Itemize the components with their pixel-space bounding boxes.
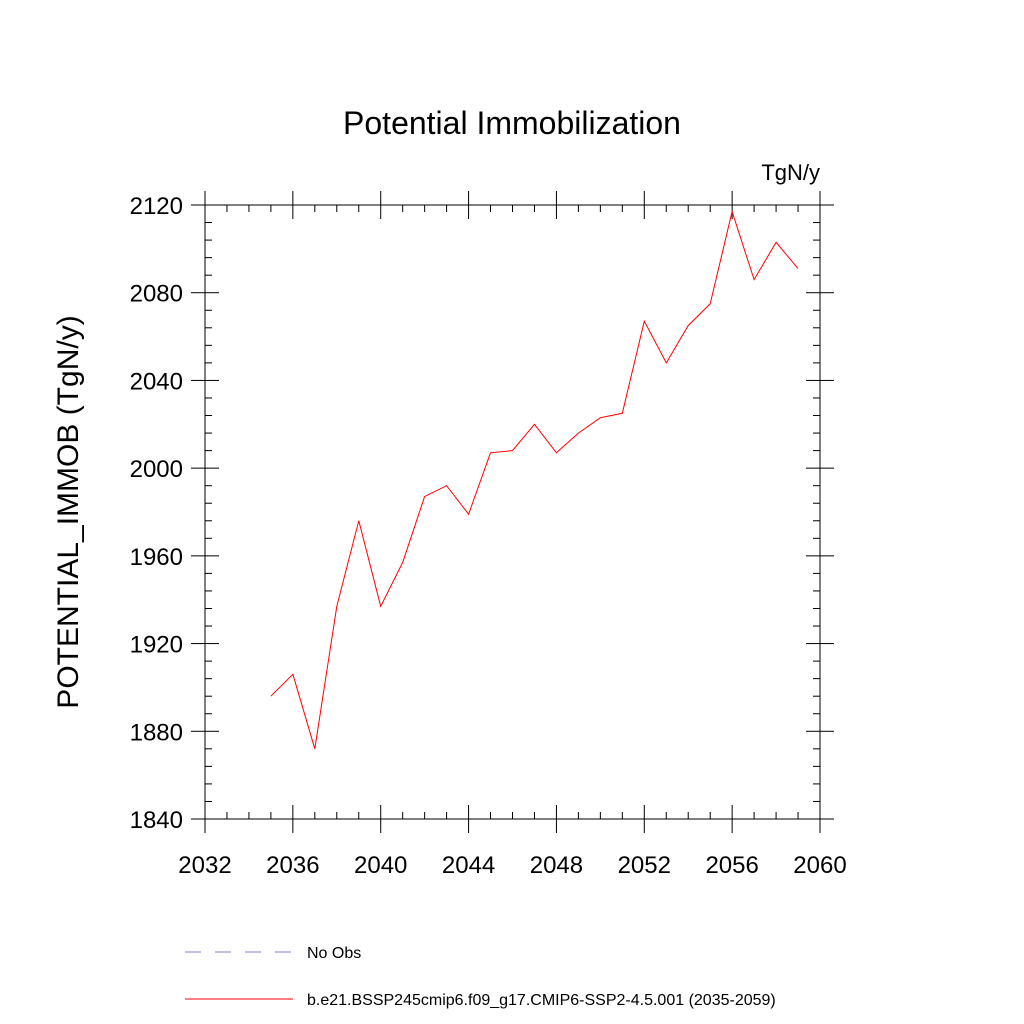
series-line xyxy=(270,209,799,749)
legend-label: No Obs xyxy=(307,945,361,962)
x-tick-label: 2044 xyxy=(442,852,495,879)
data-point xyxy=(269,695,272,698)
data-point xyxy=(643,320,646,323)
x-tick-label: 2056 xyxy=(705,852,758,879)
data-point xyxy=(577,432,580,435)
legend: No Obs b.e21.BSSP245cmip6.f09_g17.CMIP6-S… xyxy=(185,945,776,1009)
y-tick-label: 1920 xyxy=(130,632,183,659)
x-tick-label: 2036 xyxy=(266,852,319,879)
data-point xyxy=(357,519,360,522)
x-tick-label: 2052 xyxy=(618,852,671,879)
y-tick-label: 2080 xyxy=(130,281,183,308)
data-point xyxy=(709,302,712,305)
data-point xyxy=(599,416,602,419)
y-tick-label: 2120 xyxy=(130,193,183,220)
y-axis-label: POTENTIAL_IMMOB (TgN/y) xyxy=(52,315,85,708)
series-layer xyxy=(269,209,800,750)
units-label: TgN/y xyxy=(761,160,820,185)
chart-title: Potential Immobilization xyxy=(343,105,681,141)
y-tick-label: 1960 xyxy=(130,544,183,571)
x-tick-label: 2060 xyxy=(793,852,846,879)
data-point xyxy=(511,449,514,452)
data-point xyxy=(489,451,492,454)
data-point xyxy=(775,241,778,244)
data-point xyxy=(665,361,668,364)
data-point xyxy=(621,412,624,415)
data-point xyxy=(423,495,426,498)
data-point xyxy=(555,451,558,454)
data-point xyxy=(445,484,448,487)
data-point xyxy=(533,423,536,426)
x-tick-label: 2048 xyxy=(530,852,583,879)
data-point xyxy=(467,513,470,516)
data-point xyxy=(753,278,756,281)
axes: 2032 2036 2040 2044 2048 2052 2056 2060 1840 1880… xyxy=(130,191,847,879)
x-tick-label: 2032 xyxy=(178,852,231,879)
y-tick-label: 1880 xyxy=(130,719,183,746)
data-point xyxy=(335,605,338,608)
data-point xyxy=(797,267,800,270)
plot-frame xyxy=(204,204,821,820)
legend-label: b.e21.BSSP245cmip6.f09_g17.CMIP6-SSP2-4.… xyxy=(307,992,776,1009)
y-tick-label: 1840 xyxy=(130,807,183,834)
data-point xyxy=(379,605,382,608)
data-point xyxy=(401,561,404,564)
y-tick-label: 2000 xyxy=(130,456,183,483)
y-tick-label: 2040 xyxy=(130,368,183,395)
data-point xyxy=(313,747,316,750)
data-point xyxy=(731,210,734,213)
x-tick-label: 2040 xyxy=(354,852,407,879)
data-point xyxy=(687,324,690,327)
data-point xyxy=(291,673,294,676)
